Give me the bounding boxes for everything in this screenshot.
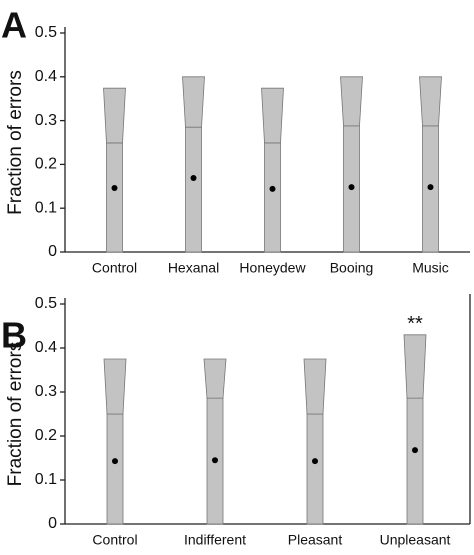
x-tick-label: Hexanal — [168, 260, 219, 276]
x-tick-label: Pleasant — [288, 532, 343, 548]
y-tick-label: 0.2 — [35, 427, 57, 444]
panel-label: A — [1, 5, 27, 46]
panel-label: B — [1, 315, 27, 356]
interval-upper — [340, 76, 363, 127]
y-tick-label: 0.3 — [35, 112, 57, 129]
interval-upper — [103, 87, 126, 144]
interval-lower — [106, 142, 123, 253]
interval-upper — [261, 87, 284, 144]
interval-lower — [106, 413, 124, 525]
interval-upper — [303, 358, 327, 415]
interval-lower — [306, 413, 324, 525]
interval-upper — [203, 358, 227, 399]
y-axis-title: Fraction of errors — [5, 342, 26, 487]
mean-marker — [212, 457, 218, 464]
interval-upper — [182, 76, 205, 128]
interval-lower — [264, 142, 281, 253]
y-tick-label: 0.1 — [35, 471, 57, 488]
mean-marker — [412, 447, 418, 454]
y-tick-label: 0.3 — [35, 383, 57, 400]
interval-lower — [185, 126, 202, 253]
x-tick-label: Booing — [330, 260, 374, 276]
y-tick-label: 0.4 — [35, 68, 57, 85]
mean-marker — [348, 184, 355, 191]
annotation: ** — [407, 313, 423, 335]
mean-marker — [427, 184, 434, 191]
y-axis-title: Fraction of errors — [5, 70, 26, 215]
y-tick-label: 0.2 — [35, 156, 57, 173]
y-tick-label: 0 — [48, 243, 57, 260]
y-tick-label: 0 — [48, 515, 57, 532]
x-tick-label: Music — [412, 260, 449, 276]
interval-lower — [406, 397, 424, 525]
interval-upper — [103, 358, 127, 415]
interval-upper — [403, 334, 427, 399]
interval-upper — [419, 76, 442, 127]
y-tick-label: 0.5 — [35, 295, 57, 312]
x-tick-label: Indifferent — [184, 532, 246, 548]
mean-marker — [312, 458, 318, 465]
y-tick-label: 0.4 — [35, 339, 57, 356]
x-tick-label: Control — [92, 260, 137, 276]
x-tick-label: Honeydew — [239, 260, 306, 276]
mean-marker — [190, 174, 197, 181]
x-tick-label: Unpleasant — [380, 532, 451, 548]
y-tick-label: 0.5 — [35, 24, 57, 41]
mean-marker — [269, 185, 276, 192]
mean-marker — [112, 458, 118, 465]
x-tick-label: Control — [92, 532, 137, 548]
mean-marker — [111, 185, 118, 192]
y-tick-label: 0.1 — [35, 199, 57, 216]
